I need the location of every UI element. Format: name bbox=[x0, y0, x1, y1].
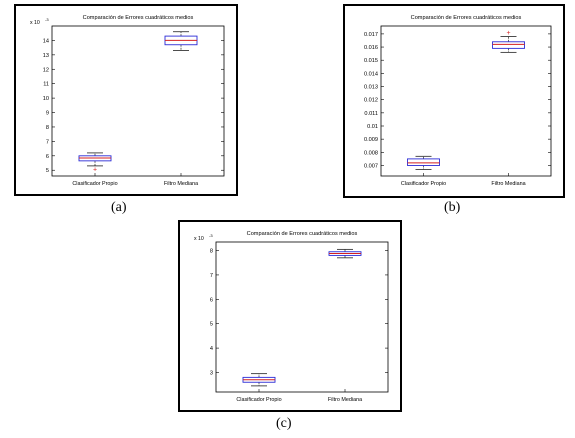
y-tick-label: 0.017 bbox=[364, 32, 378, 38]
y-tick-label: 10 bbox=[43, 96, 49, 102]
y-tick-label: 0.013 bbox=[364, 85, 378, 91]
y-tick-label: 0.011 bbox=[364, 111, 378, 117]
plot-area bbox=[380, 25, 552, 177]
outlier-point: + bbox=[506, 30, 510, 37]
y-tick-label: 13 bbox=[43, 53, 49, 59]
x-tick-label: Filtro Mediana bbox=[328, 397, 362, 403]
x-tick-label: Filtro Mediana bbox=[164, 181, 198, 187]
boxplot-a: Comparación de Errores cuadráticos medio… bbox=[30, 15, 225, 187]
caption-a: (a) bbox=[111, 200, 127, 215]
y-tick-label: 8 bbox=[46, 125, 49, 131]
y-exponent-power: -3 bbox=[45, 17, 49, 22]
chart-title: Comparación de Errores cuadráticos medio… bbox=[83, 15, 194, 21]
chart-panel-a: Comparación de Errores cuadráticos medio… bbox=[14, 4, 238, 196]
boxplot-c: Comparación de Errores cuadráticos medio… bbox=[194, 231, 389, 403]
x-tick-label: Filtro Mediana bbox=[491, 181, 525, 187]
plot-area bbox=[215, 241, 389, 393]
caption-b: (b) bbox=[444, 200, 461, 215]
y-tick-label: 0.014 bbox=[364, 71, 378, 77]
x-tick-label: Clasificador Propio bbox=[236, 397, 281, 403]
y-tick-label: 4 bbox=[210, 346, 213, 352]
y-tick-label: 11 bbox=[43, 82, 49, 88]
plot-area bbox=[51, 25, 225, 177]
y-tick-label: 0.01 bbox=[367, 124, 378, 130]
y-tick-label: 6 bbox=[210, 297, 213, 303]
y-tick-label: 0.012 bbox=[364, 98, 378, 104]
chart-panel-b: Comparación de Errores cuadráticos medio… bbox=[343, 4, 565, 198]
y-tick-label: 12 bbox=[43, 67, 49, 73]
y-tick-label: 5 bbox=[210, 322, 213, 328]
y-tick-label: 0.015 bbox=[364, 58, 378, 64]
y-tick-label: 3 bbox=[210, 370, 213, 376]
chart-panel-c: Comparación de Errores cuadráticos medio… bbox=[178, 220, 402, 412]
y-tick-label: 5 bbox=[46, 168, 49, 174]
y-tick-label: 0.008 bbox=[364, 150, 378, 156]
chart-title: Comparación de Errores cuadráticos medio… bbox=[247, 231, 358, 237]
y-exponent-label: x 10 bbox=[194, 236, 204, 242]
y-tick-label: 14 bbox=[43, 38, 49, 44]
box bbox=[492, 41, 525, 49]
outlier-point: + bbox=[93, 166, 97, 173]
y-tick-label: 8 bbox=[210, 249, 213, 255]
box bbox=[407, 158, 440, 166]
y-tick-label: 6 bbox=[46, 154, 49, 160]
y-tick-label: 9 bbox=[46, 111, 49, 117]
y-exponent-label: x 10 bbox=[30, 20, 40, 26]
boxplot-b: Comparación de Errores cuadráticos medio… bbox=[364, 15, 552, 187]
chart-title: Comparación de Errores cuadráticos medio… bbox=[411, 15, 522, 21]
y-tick-label: 0.009 bbox=[364, 137, 378, 143]
y-exponent-power: -3 bbox=[209, 233, 213, 238]
y-tick-label: 7 bbox=[46, 139, 49, 145]
caption-c: (c) bbox=[276, 416, 292, 431]
x-tick-label: Clasificador Propio bbox=[72, 181, 117, 187]
x-tick-label: Clasificador Propio bbox=[401, 181, 446, 187]
y-tick-label: 0.016 bbox=[364, 45, 378, 51]
y-tick-label: 7 bbox=[210, 273, 213, 279]
y-tick-label: 0.007 bbox=[364, 163, 378, 169]
